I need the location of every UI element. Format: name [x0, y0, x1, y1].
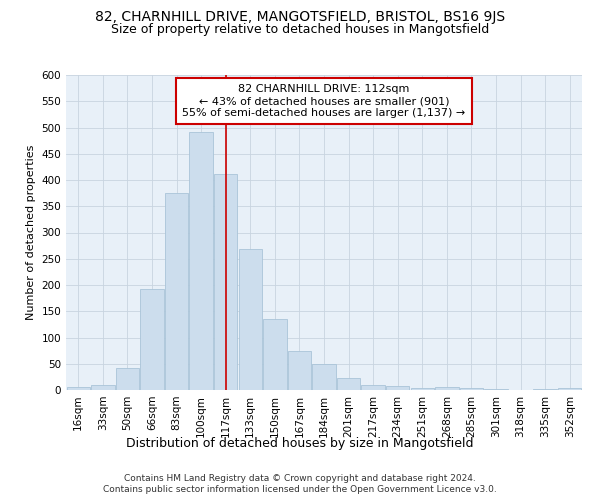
Text: Contains HM Land Registry data © Crown copyright and database right 2024.: Contains HM Land Registry data © Crown c…: [124, 474, 476, 483]
Bar: [313, 364, 335, 390]
Text: 82, CHARNHILL DRIVE, MANGOTSFIELD, BRISTOL, BS16 9JS: 82, CHARNHILL DRIVE, MANGOTSFIELD, BRIST…: [95, 10, 505, 24]
Y-axis label: Number of detached properties: Number of detached properties: [26, 145, 36, 320]
Bar: [263, 319, 287, 390]
Bar: [67, 388, 90, 390]
Bar: [361, 385, 385, 390]
Text: Distribution of detached houses by size in Mangotsfield: Distribution of detached houses by size …: [126, 438, 474, 450]
Bar: [91, 385, 115, 390]
Bar: [410, 388, 434, 390]
Text: Size of property relative to detached houses in Mangotsfield: Size of property relative to detached ho…: [111, 23, 489, 36]
Bar: [460, 388, 483, 390]
Text: 82 CHARNHILL DRIVE: 112sqm
← 43% of detached houses are smaller (901)
55% of sem: 82 CHARNHILL DRIVE: 112sqm ← 43% of deta…: [182, 84, 466, 117]
Bar: [558, 388, 581, 390]
Bar: [386, 386, 409, 390]
Bar: [288, 350, 311, 390]
Bar: [239, 250, 262, 390]
Bar: [140, 289, 164, 390]
Bar: [116, 368, 139, 390]
Text: Contains public sector information licensed under the Open Government Licence v3: Contains public sector information licen…: [103, 485, 497, 494]
Bar: [165, 193, 188, 390]
Bar: [214, 174, 238, 390]
Bar: [337, 378, 360, 390]
Bar: [435, 388, 458, 390]
Bar: [190, 132, 213, 390]
